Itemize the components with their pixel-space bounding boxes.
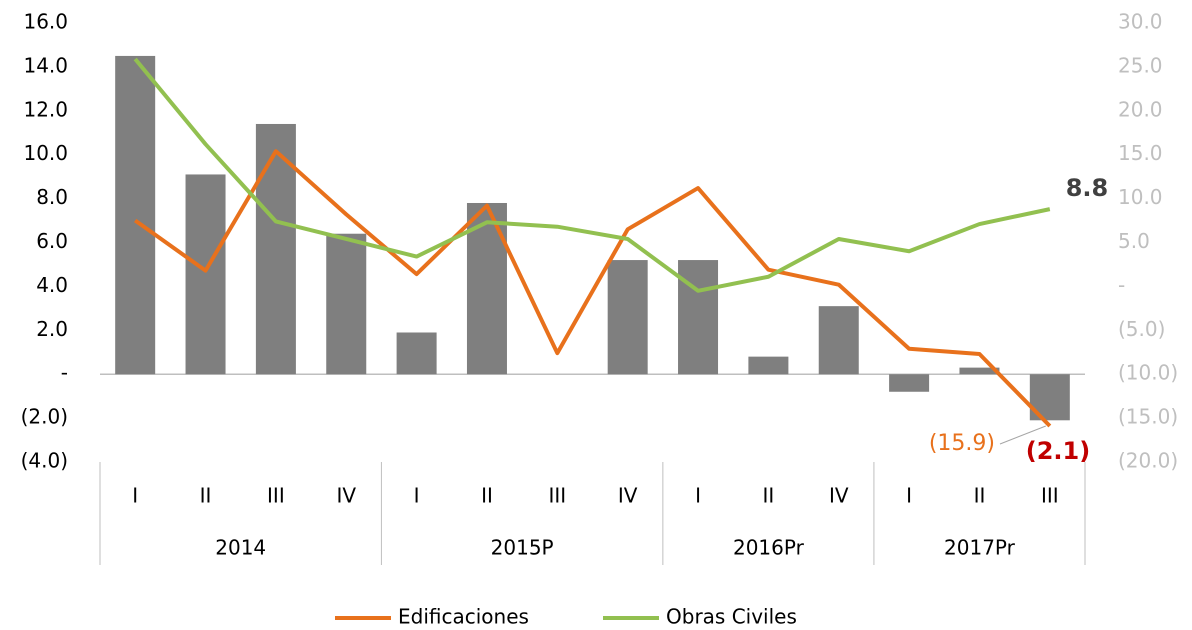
bar [396, 332, 437, 375]
x-tick-label: I [414, 484, 420, 508]
y2-tick-label: (20.0) [1118, 449, 1178, 473]
y2-tick-label: 25.0 [1118, 53, 1163, 77]
y-tick-label: 10.0 [23, 141, 68, 165]
y2-tick-label: 10.0 [1118, 185, 1163, 209]
y-tick-label: 16.0 [23, 10, 68, 34]
y2-tick-label: (15.0) [1118, 405, 1178, 429]
data-label: 8.8 [1066, 174, 1109, 202]
bar [607, 260, 648, 375]
x-tick-label: III [267, 484, 285, 508]
legend-label: Edificaciones [398, 605, 529, 629]
y-tick-label: 14.0 [23, 53, 68, 77]
y2-tick-label: (10.0) [1118, 361, 1178, 385]
y2-tick-label: 30.0 [1118, 10, 1163, 34]
x-group-label: 2014 [215, 536, 266, 560]
line-series [133, 57, 1051, 293]
y2-tick-label: 20.0 [1118, 97, 1163, 121]
x-tick-label: IV [829, 484, 849, 508]
x-tick-label: II [200, 484, 212, 508]
y2-tick-label: - [1118, 273, 1125, 297]
y2-tick-label: 15.0 [1118, 141, 1163, 165]
x-tick-label: III [1041, 484, 1059, 508]
x-tick-label: III [548, 484, 566, 508]
y2-tick-label: 5.0 [1118, 229, 1150, 253]
bar [959, 367, 1000, 375]
y-tick-label: (4.0) [21, 449, 68, 473]
x-tick-label: I [132, 484, 138, 508]
bar [326, 233, 367, 375]
y-tick-label: 2.0 [36, 317, 68, 341]
x-tick-label: IV [618, 484, 638, 508]
x-tick-label: IV [336, 484, 356, 508]
x-group-label: 2017Pr [944, 536, 1016, 560]
bar [115, 55, 156, 375]
x-tick-label: II [762, 484, 774, 508]
x-group-label: 2015P [491, 536, 554, 560]
bar [818, 306, 859, 375]
y2-tick-label: (5.0) [1118, 317, 1165, 341]
y-tick-label: (2.0) [21, 405, 68, 429]
line-series [134, 149, 1052, 428]
x-tick-label: II [481, 484, 493, 508]
y-tick-label: 8.0 [36, 185, 68, 209]
x-tick-label: II [974, 484, 986, 508]
bar [678, 260, 719, 375]
data-label: (15.9) [929, 431, 995, 456]
y-tick-label: - [61, 361, 68, 385]
y-tick-label: 4.0 [36, 273, 68, 297]
y-tick-label: 12.0 [23, 97, 68, 121]
x-group-label: 2016Pr [733, 536, 805, 560]
bar [185, 174, 226, 375]
bar [748, 356, 789, 375]
y-tick-label: 6.0 [36, 229, 68, 253]
data-label: (2.1) [1026, 437, 1090, 465]
bar [889, 374, 930, 392]
x-tick-label: I [906, 484, 912, 508]
leader-line [999, 425, 1047, 445]
legend-label: Obras Civiles [666, 605, 797, 629]
x-tick-label: I [695, 484, 701, 508]
